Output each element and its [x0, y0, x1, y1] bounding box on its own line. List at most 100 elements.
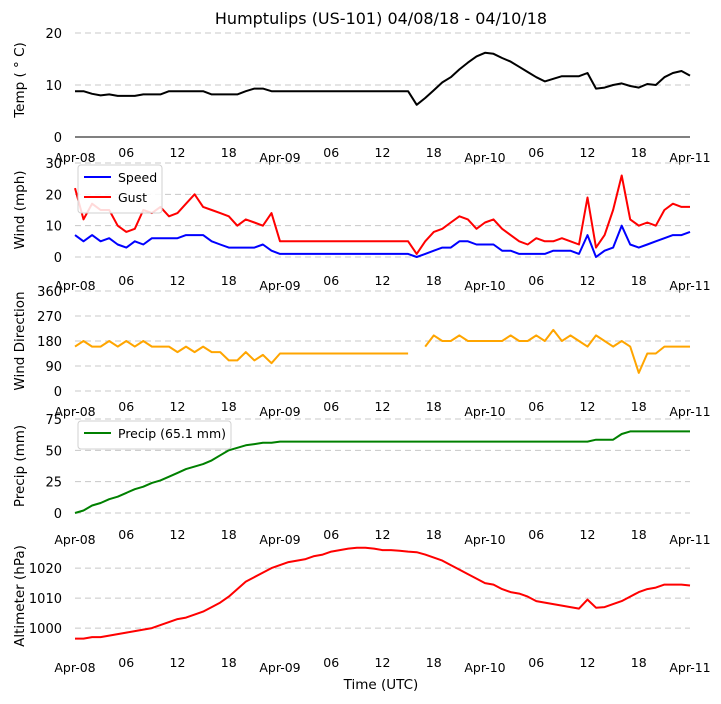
x-tick-label: 18	[426, 399, 442, 414]
x-tick-label: Apr-11	[669, 404, 710, 419]
x-tick-label: 12	[170, 145, 186, 160]
x-tick-label: 12	[580, 527, 596, 542]
x-tick-label: Apr-11	[669, 278, 710, 293]
legend-box	[77, 420, 232, 450]
y-tick-label: 25	[45, 476, 62, 491]
x-tick-label: 06	[118, 655, 134, 670]
panel-3: 0 25 50 75 Apr-08 06 12 18 Apr-09 06 12 18 Apr-10 06 1…	[12, 413, 711, 547]
y-tick-label: 90	[45, 360, 62, 375]
x-tick-label: Apr-09	[259, 532, 300, 547]
x-tick-label: 12	[580, 655, 596, 670]
x-tick-label: 18	[426, 273, 442, 288]
x-tick-label: Apr-10	[464, 278, 505, 293]
y-tick-label: 1000	[29, 622, 62, 637]
x-tick-label: 06	[118, 399, 134, 414]
y-tick-label: 1020	[29, 562, 62, 577]
x-tick-label: 06	[528, 655, 544, 670]
x-tick-label: 12	[580, 145, 596, 160]
x-tick-label: 12	[375, 273, 391, 288]
series-line-speed	[74, 224, 691, 258]
x-axis-label: Time (UTC)	[343, 677, 419, 693]
x-tick-label: 06	[323, 527, 339, 542]
legend-label: Speed	[118, 170, 157, 185]
x-tick-label: 12	[375, 527, 391, 542]
y-tick-label: 0	[54, 251, 62, 266]
y-tick-label: 0	[54, 507, 62, 522]
figure-title: Humptulips (US-101) 04/08/18 - 04/10/18	[215, 9, 547, 28]
x-tick-label: 12	[580, 399, 596, 414]
x-tick-label: 18	[221, 527, 237, 542]
x-tick-label: 18	[631, 655, 647, 670]
x-tick-label: 12	[170, 527, 186, 542]
x-tick-label: 12	[375, 399, 391, 414]
y-axis-label: Temp ( ° C)	[12, 42, 28, 119]
y-axis-label: Wind Direction	[12, 291, 28, 390]
x-tick-label: Apr-08	[54, 150, 95, 165]
x-tick-label: 06	[118, 145, 134, 160]
legend-label: Gust	[118, 190, 147, 205]
x-tick-label: Apr-08	[54, 404, 95, 419]
x-tick-label: 18	[221, 145, 237, 160]
series-line-altimeter	[75, 546, 691, 640]
panel-2: 0 90 180 270 360 Apr-08 06 12 18 Apr-09 06 12 18 Apr-…	[12, 285, 711, 419]
x-tick-label: 06	[323, 273, 339, 288]
x-tick-label: 18	[631, 399, 647, 414]
x-tick-label: 12	[170, 655, 186, 670]
x-tick-label: Apr-09	[259, 404, 300, 419]
panel-4: 1000 1010 1020 Apr-08 06 12 18 Apr-09 06 12 18 Apr-…	[12, 545, 711, 675]
x-tick-label: 18	[426, 655, 442, 670]
x-tick-label: 18	[221, 273, 237, 288]
y-tick-label: 10	[45, 220, 62, 235]
x-tick-label: Apr-10	[464, 532, 505, 547]
x-tick-label: 18	[221, 655, 237, 670]
x-tick-label: 06	[528, 273, 544, 288]
y-tick-label: 0	[54, 385, 62, 400]
legend-label: Precip (65.1 mm)	[118, 426, 226, 441]
x-tick-label: 06	[323, 399, 339, 414]
x-tick-label: 06	[118, 527, 134, 542]
x-tick-label: Apr-10	[464, 660, 505, 675]
x-tick-label: 06	[528, 527, 544, 542]
x-tick-label: 18	[426, 527, 442, 542]
y-axis-label: Altimeter (hPa)	[12, 545, 28, 647]
x-tick-label: 18	[631, 527, 647, 542]
x-tick-label: 12	[375, 655, 391, 670]
series-line-precip-65-1-mm	[74, 430, 690, 514]
x-tick-label: 06	[118, 273, 134, 288]
y-tick-label: 180	[37, 335, 62, 350]
x-tick-label: 06	[528, 145, 544, 160]
x-tick-label: 12	[375, 145, 391, 160]
x-tick-label: 18	[631, 145, 647, 160]
y-tick-label: 0	[54, 131, 62, 146]
y-tick-label: 50	[45, 444, 62, 459]
y-axis-label: Precip (mm)	[12, 425, 28, 507]
x-tick-label: Apr-08	[54, 278, 95, 293]
y-tick-label: 270	[37, 310, 62, 325]
x-tick-label: Apr-11	[669, 150, 710, 165]
legend: Precip (65.1 mm)	[77, 420, 232, 450]
x-tick-label: 18	[631, 273, 647, 288]
legend: Speed Gust	[77, 164, 163, 214]
x-tick-label: Apr-10	[464, 150, 505, 165]
x-tick-label: Apr-11	[669, 532, 710, 547]
y-tick-label: 20	[45, 188, 62, 203]
x-tick-label: Apr-10	[464, 404, 505, 419]
series-line-direction	[74, 328, 690, 374]
x-tick-label: 06	[528, 399, 544, 414]
x-tick-label: 18	[221, 399, 237, 414]
y-tick-label: 75	[45, 413, 62, 428]
x-tick-label: 12	[170, 273, 186, 288]
y-tick-label: 360	[37, 285, 62, 300]
x-tick-label: 06	[323, 655, 339, 670]
x-tick-label: 06	[323, 145, 339, 160]
x-tick-label: Apr-09	[259, 150, 300, 165]
x-tick-label: 18	[426, 145, 442, 160]
x-tick-label: Apr-08	[54, 532, 95, 547]
y-tick-label: 10	[45, 79, 62, 94]
x-tick-label: Apr-11	[669, 660, 710, 675]
x-tick-label: Apr-08	[54, 660, 95, 675]
y-tick-label: 30	[45, 157, 62, 172]
y-axis-label: Wind (mph)	[12, 170, 28, 249]
series-line-gust	[74, 174, 690, 255]
